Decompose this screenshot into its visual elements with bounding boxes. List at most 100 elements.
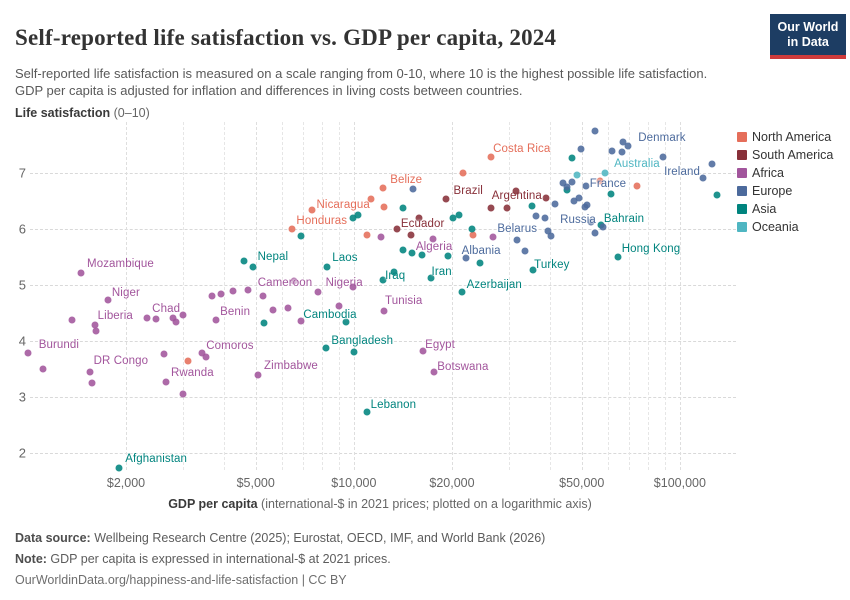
data-point[interactable] <box>260 319 268 327</box>
data-point[interactable] <box>172 318 180 326</box>
data-point[interactable] <box>699 174 707 182</box>
data-point[interactable] <box>541 214 549 222</box>
data-point-nepal[interactable] <box>240 257 248 265</box>
data-point-burundi[interactable] <box>24 349 32 357</box>
data-point[interactable] <box>521 247 529 255</box>
data-point[interactable] <box>152 315 160 323</box>
data-point[interactable] <box>229 287 237 295</box>
data-point[interactable] <box>363 231 371 239</box>
legend-item-africa[interactable]: Africa <box>737 164 833 182</box>
data-point-costa-rica[interactable] <box>487 153 495 161</box>
data-point[interactable] <box>568 178 576 186</box>
legend-item-south_america[interactable]: South America <box>737 146 833 164</box>
data-point-mozambique[interactable] <box>77 269 85 277</box>
data-point-azerbaijan[interactable] <box>458 288 466 296</box>
data-point-iran[interactable] <box>427 274 435 282</box>
data-point[interactable] <box>563 183 571 191</box>
data-point[interactable] <box>624 142 632 150</box>
data-point[interactable] <box>407 231 415 239</box>
data-point[interactable] <box>244 286 252 294</box>
data-point[interactable] <box>476 259 484 267</box>
data-point[interactable] <box>583 201 591 209</box>
data-point[interactable] <box>489 233 497 241</box>
data-point-hong-kong[interactable] <box>614 253 622 261</box>
data-point[interactable] <box>512 187 520 195</box>
data-point[interactable] <box>469 231 477 239</box>
data-point[interactable] <box>591 229 599 237</box>
owid-link[interactable]: OurWorldinData.org/happiness-and-life-sa… <box>15 573 347 587</box>
data-point[interactable] <box>573 171 581 179</box>
data-point[interactable] <box>418 251 426 259</box>
data-point[interactable] <box>459 169 467 177</box>
data-point-laos[interactable] <box>323 263 331 271</box>
data-point[interactable] <box>143 314 151 322</box>
data-point-nicaragua[interactable] <box>308 206 316 214</box>
data-point[interactable] <box>455 211 463 219</box>
data-point[interactable] <box>335 302 343 310</box>
data-point[interactable] <box>551 200 559 208</box>
data-point[interactable] <box>160 350 168 358</box>
data-point[interactable] <box>577 145 585 153</box>
data-point-albania[interactable] <box>462 254 470 262</box>
data-point-brazil[interactable] <box>442 195 450 203</box>
data-point[interactable] <box>408 249 416 257</box>
data-point-chad[interactable] <box>169 314 177 322</box>
data-point[interactable] <box>202 353 210 361</box>
data-point-argentina[interactable] <box>542 194 550 202</box>
data-point[interactable] <box>297 317 305 325</box>
data-point[interactable] <box>350 348 358 356</box>
data-point[interactable] <box>596 177 604 185</box>
legend-item-north_america[interactable]: North America <box>737 128 833 146</box>
data-point-australia[interactable] <box>601 169 609 177</box>
data-point[interactable] <box>217 290 225 298</box>
data-point[interactable] <box>591 127 599 135</box>
data-point[interactable] <box>349 283 357 291</box>
data-point[interactable] <box>179 311 187 319</box>
data-point[interactable] <box>297 232 305 240</box>
data-point[interactable] <box>487 204 495 212</box>
data-point-france[interactable] <box>582 182 590 190</box>
legend-item-asia[interactable]: Asia <box>737 200 833 218</box>
owid-logo[interactable]: Our World in Data <box>770 14 846 59</box>
data-point-dr-congo[interactable] <box>86 368 94 376</box>
data-point[interactable] <box>575 194 583 202</box>
data-point-russia[interactable] <box>587 218 595 226</box>
data-point[interactable] <box>349 214 357 222</box>
data-point-honduras[interactable] <box>288 225 296 233</box>
data-point[interactable] <box>607 190 615 198</box>
data-point[interactable] <box>354 211 362 219</box>
data-point-botswana[interactable] <box>430 368 438 376</box>
data-point[interactable] <box>390 268 398 276</box>
data-point-belize[interactable] <box>379 184 387 192</box>
data-point[interactable] <box>208 292 216 300</box>
data-point[interactable] <box>444 252 452 260</box>
data-point[interactable] <box>284 304 292 312</box>
data-point[interactable] <box>503 204 511 212</box>
data-point[interactable] <box>269 306 277 314</box>
data-point[interactable] <box>39 365 47 373</box>
data-point[interactable] <box>568 154 576 162</box>
data-point[interactable] <box>259 292 267 300</box>
data-point[interactable] <box>599 223 607 231</box>
data-point-lebanon[interactable] <box>363 408 371 416</box>
data-point-nigeria[interactable] <box>314 288 322 296</box>
data-point[interactable] <box>532 212 540 220</box>
data-point-egypt[interactable] <box>419 347 427 355</box>
data-point-liberia[interactable] <box>91 321 99 329</box>
data-point-comoros[interactable] <box>198 349 206 357</box>
data-point[interactable] <box>468 225 476 233</box>
data-point[interactable] <box>409 185 417 193</box>
data-point[interactable] <box>377 233 385 241</box>
data-point[interactable] <box>544 227 552 235</box>
data-point-tunisia[interactable] <box>380 307 388 315</box>
data-point-afghanistan[interactable] <box>115 464 123 472</box>
data-point[interactable] <box>184 357 192 365</box>
data-point[interactable] <box>618 148 626 156</box>
legend-item-europe[interactable]: Europe <box>737 182 833 200</box>
data-point[interactable] <box>399 204 407 212</box>
data-point[interactable] <box>608 147 616 155</box>
data-point[interactable] <box>713 191 721 199</box>
legend-item-oceania[interactable]: Oceania <box>737 218 833 236</box>
data-point-algeria[interactable] <box>429 235 437 243</box>
data-point-ireland[interactable] <box>708 160 716 168</box>
